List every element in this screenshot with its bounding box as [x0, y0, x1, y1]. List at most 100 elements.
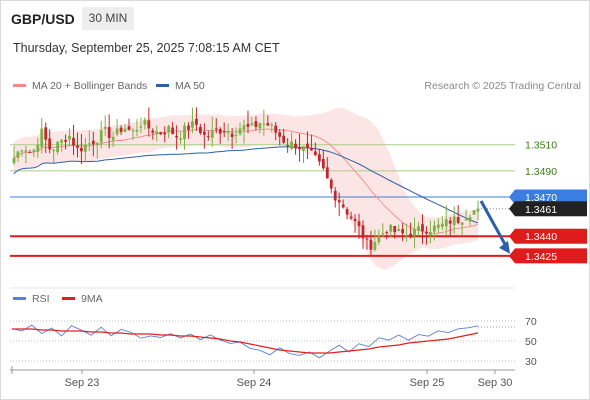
candle-body [32, 149, 36, 152]
candle-body [202, 131, 206, 135]
candle-body [270, 124, 274, 126]
rsi-series-RSI [11, 324, 479, 359]
level-label-1.3510: 1.3510 [525, 140, 557, 152]
candle-body [87, 143, 91, 145]
candle-body [266, 123, 270, 126]
candle-body [115, 128, 119, 135]
candle-body [179, 138, 182, 140]
rsi-tick-label: 30 [525, 356, 537, 368]
candle-body [274, 125, 278, 133]
candle-body [460, 222, 464, 225]
candle-body [52, 149, 56, 151]
level-tag-pointer-1.3470 [509, 189, 515, 205]
candle-body [468, 217, 472, 222]
ma50-swatch [156, 83, 169, 87]
candle-body [472, 210, 476, 215]
timeframe-badge[interactable]: 30 MIN [82, 7, 134, 30]
candle-body [222, 131, 226, 133]
candle-body [36, 144, 40, 152]
timestamp: Thursday, September 25, 2025 7:08:15 AM … [13, 41, 280, 55]
x-tick-label: Sep 25 [410, 377, 445, 389]
legend-bollinger: MA 20 + Bollinger Bands [13, 80, 147, 92]
candle-body [444, 219, 448, 227]
x-tick-label: Sep 23 [65, 377, 100, 389]
candle-body [234, 134, 238, 136]
candle-body [440, 223, 444, 227]
candle-body [302, 146, 305, 151]
ma50-label: MA 50 [175, 80, 205, 92]
candle-body [369, 239, 373, 250]
candle-body [135, 129, 139, 132]
symbol-title: GBP/USD [11, 11, 75, 27]
candles [12, 107, 480, 256]
legend-rsi-ma: 9MA [62, 293, 103, 305]
candle-body [357, 221, 361, 227]
forecast-arrow-head [499, 240, 510, 254]
level-tag-pointer-1.3440 [509, 228, 515, 244]
candle-body [12, 157, 16, 164]
candle-body [155, 131, 159, 135]
candle-body [417, 226, 420, 231]
candle-body [361, 225, 365, 239]
level-label-1.3470: 1.3470 [525, 192, 557, 204]
candle-body [333, 190, 337, 201]
candle-body [452, 216, 456, 225]
candle-body [321, 159, 325, 169]
candle-body [60, 139, 63, 143]
candle-body [119, 127, 123, 133]
ma20-line [13, 128, 479, 234]
candle-body [123, 128, 127, 132]
candle-body [187, 125, 190, 130]
candle-body [381, 233, 385, 235]
candle-body [337, 200, 341, 203]
rsi-tick-label: 50 [525, 336, 537, 348]
candle-body [226, 131, 230, 134]
level-tag-1.3461 [515, 201, 587, 217]
candle-body [16, 151, 20, 158]
candle-body [349, 216, 353, 219]
candle-body [40, 128, 44, 148]
candle-body [83, 144, 87, 152]
level-label-1.3461: 1.3461 [525, 204, 557, 216]
candle-body [198, 126, 202, 133]
level-label-1.3490: 1.3490 [525, 166, 557, 178]
candle-body [64, 139, 67, 142]
candle-body [99, 130, 103, 143]
candle-body [286, 145, 290, 147]
candle-body [111, 136, 115, 141]
candle-body [448, 220, 452, 224]
candle-body [377, 235, 381, 243]
candle-body [325, 167, 329, 179]
candle-body [421, 224, 424, 232]
candle-body [206, 135, 210, 137]
candle-body [314, 151, 317, 155]
forecast-arrow-line [479, 200, 509, 249]
rsi-swatch [13, 296, 26, 300]
candle-body [218, 128, 222, 134]
rsi-series-9MA [12, 328, 479, 354]
x-tick-label: Sep 30 [478, 377, 513, 389]
candle-body [401, 229, 405, 234]
candle-body [127, 126, 131, 131]
candle-body [278, 132, 282, 137]
candle-body [210, 129, 214, 138]
candle-body [432, 225, 436, 232]
candle-body [195, 118, 198, 125]
level-label-1.3440: 1.3440 [525, 231, 557, 243]
candle-body [405, 234, 409, 236]
candle-body [28, 152, 32, 154]
candle-body [242, 125, 246, 131]
candle-body [131, 130, 135, 132]
level-tag-1.3440 [515, 228, 587, 244]
candle-body [183, 125, 186, 140]
bollinger-band [14, 107, 478, 270]
candle-body [298, 147, 301, 150]
candle-body [413, 229, 416, 235]
candle-body [20, 150, 24, 152]
rsi-ma-label: 9MA [81, 293, 103, 305]
candle-body [306, 143, 309, 149]
candle-body [159, 132, 163, 135]
level-tag-pointer-1.3425 [509, 248, 515, 264]
candle-body [341, 204, 345, 208]
candle-body [76, 145, 79, 148]
